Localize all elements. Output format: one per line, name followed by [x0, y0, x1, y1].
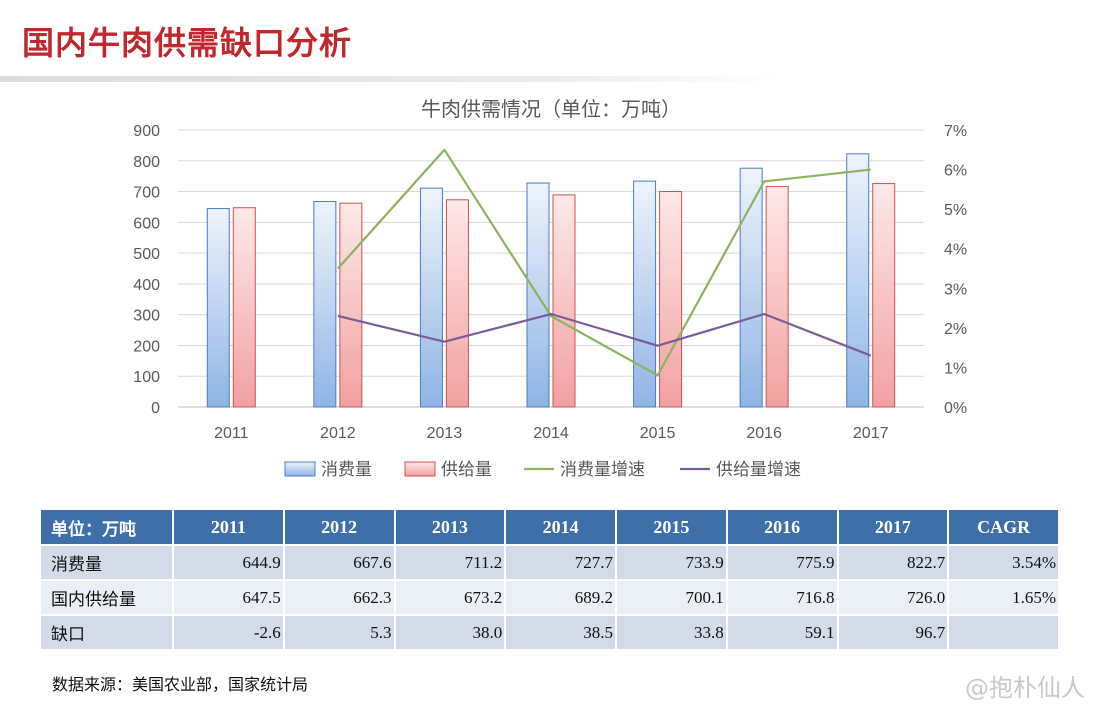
- beef-supply-demand-chart: 牛肉供需情况（单位：万吨） 0 100 200 300 400 500 600 700 800 90…: [133, 97, 967, 480]
- y-left-tick-label: 200: [133, 338, 160, 355]
- y-left-tick-label: 300: [133, 308, 160, 325]
- y-left-tick-label: 700: [133, 185, 160, 202]
- table-cell: -2.6: [173, 614, 285, 649]
- table-header-cell: 2017: [837, 510, 950, 545]
- table-cell: 711.2: [394, 544, 507, 580]
- chart-title: 牛肉供需情况（单位：万吨）: [421, 97, 681, 121]
- table-header-cell: 2016: [726, 510, 839, 545]
- table-cell: 644.9: [173, 544, 285, 580]
- watermark: @抱朴仙人: [965, 674, 1085, 702]
- y-left-tick-label: 800: [133, 154, 160, 171]
- supply-bar: [445, 199, 469, 408]
- x-tick-label: 2012: [320, 425, 356, 442]
- supply-bar: [232, 207, 256, 408]
- table-row: 缺口 -2.6 5.3 38.0 38.5 33.8 59.1 96.7: [41, 614, 1060, 649]
- supply-bar: [659, 191, 683, 408]
- y-right-tick-label: 4%: [944, 242, 967, 259]
- table-corner-label: 单位：万吨: [41, 510, 174, 545]
- consumption-bar: [313, 201, 337, 408]
- data-table: 单位：万吨 2011 2012 2013 2014 2015 2016 2017…: [41, 510, 1060, 649]
- table-cell: 727.7: [505, 544, 617, 580]
- legend-label: 供给量增速: [716, 460, 801, 480]
- legend-swatch: [404, 461, 436, 477]
- source-note: 数据来源：美国农业部，国家统计局: [52, 675, 309, 694]
- consumption-bar: [846, 153, 870, 408]
- y-left-tick-label: 500: [133, 246, 160, 263]
- table-cell: 1.65%: [948, 579, 1060, 615]
- table-cell: 733.9: [616, 544, 728, 580]
- y-right-tick-label: 6%: [944, 163, 967, 180]
- table-cell: 673.2: [394, 579, 507, 615]
- table-header-cell: 2013: [394, 510, 507, 545]
- y-left-tick-label: 100: [133, 369, 160, 386]
- table-cell: 726.0: [837, 579, 950, 615]
- table-header-cell: CAGR: [948, 510, 1060, 545]
- y-right-tick-label: 3%: [944, 281, 967, 298]
- legend-label: 供给量: [441, 460, 492, 480]
- y-right-tick-label: 7%: [944, 123, 967, 140]
- x-tick-label: 2015: [640, 425, 676, 442]
- row-label: 消费量: [41, 544, 174, 580]
- table-cell: 822.7: [837, 544, 950, 580]
- table-cell: 38.5: [505, 614, 617, 649]
- table-cell: 716.8: [726, 579, 839, 615]
- table-cell: 38.0: [394, 614, 507, 649]
- table-cell: 5.3: [283, 614, 396, 649]
- table-cell: 662.3: [283, 579, 396, 615]
- consumption-growth-line: [337, 148, 871, 377]
- table-cell: 647.5: [173, 579, 285, 615]
- y-right-tick-label: 1%: [944, 360, 967, 377]
- supply-bar: [339, 202, 363, 408]
- x-tick-label: 2014: [533, 425, 569, 442]
- table-header-cell: 2012: [283, 510, 396, 545]
- y-right-tick-label: 5%: [944, 202, 967, 219]
- y-right-tick-label: 0%: [944, 400, 967, 417]
- consumption-bar: [633, 180, 657, 408]
- row-label: 缺口: [41, 614, 174, 649]
- table-row: 国内供给量 647.5 662.3 673.2 689.2 700.1 716.…: [41, 579, 1060, 615]
- consumption-bar: [419, 187, 443, 408]
- table-header-row: 单位：万吨 2011 2012 2013 2014 2015 2016 2017…: [41, 510, 1060, 545]
- table-cell: 689.2: [505, 579, 617, 615]
- table-cell: 96.7: [837, 614, 950, 649]
- x-tick-label: 2013: [427, 425, 463, 442]
- y-left-tick-label: 900: [133, 123, 160, 140]
- table-cell: 775.9: [726, 544, 839, 580]
- y-left-tick-label: 0: [151, 400, 160, 417]
- supply-bar: [552, 194, 576, 408]
- x-tick-label: 2016: [746, 425, 782, 442]
- x-tick-label: 2017: [853, 425, 889, 442]
- consumption-bar: [206, 208, 230, 408]
- table-cell: [948, 614, 1060, 649]
- page-title: 国内牛肉供需缺口分析: [22, 24, 353, 62]
- y-left-tick-label: 400: [133, 277, 160, 294]
- x-tick-label: 2011: [214, 425, 249, 442]
- table-cell: 59.1: [726, 614, 839, 649]
- supply-growth-line: [337, 312, 872, 357]
- consumption-bar: [739, 167, 763, 408]
- row-label: 国内供给量: [41, 579, 174, 615]
- table-header-cell: 2014: [505, 510, 617, 545]
- supply-bar: [872, 183, 896, 408]
- table-cell: 667.6: [283, 544, 396, 580]
- table-row: 消费量 644.9 667.6 711.2 727.7 733.9 775.9 …: [41, 544, 1060, 580]
- legend-swatch: [284, 461, 316, 477]
- table-header-cell: 2015: [616, 510, 728, 545]
- title-divider: [0, 76, 780, 82]
- y-left-tick-label: 600: [133, 215, 160, 232]
- y-right-tick-label: 2%: [944, 321, 967, 338]
- legend-label: 消费量: [321, 460, 372, 480]
- table-cell: 700.1: [616, 579, 728, 615]
- table-cell: 3.54%: [948, 544, 1060, 580]
- legend-label: 消费量增速: [560, 460, 645, 480]
- table-header-cell: 2011: [173, 510, 285, 545]
- table-cell: 33.8: [616, 614, 728, 649]
- supply-bar: [765, 185, 789, 408]
